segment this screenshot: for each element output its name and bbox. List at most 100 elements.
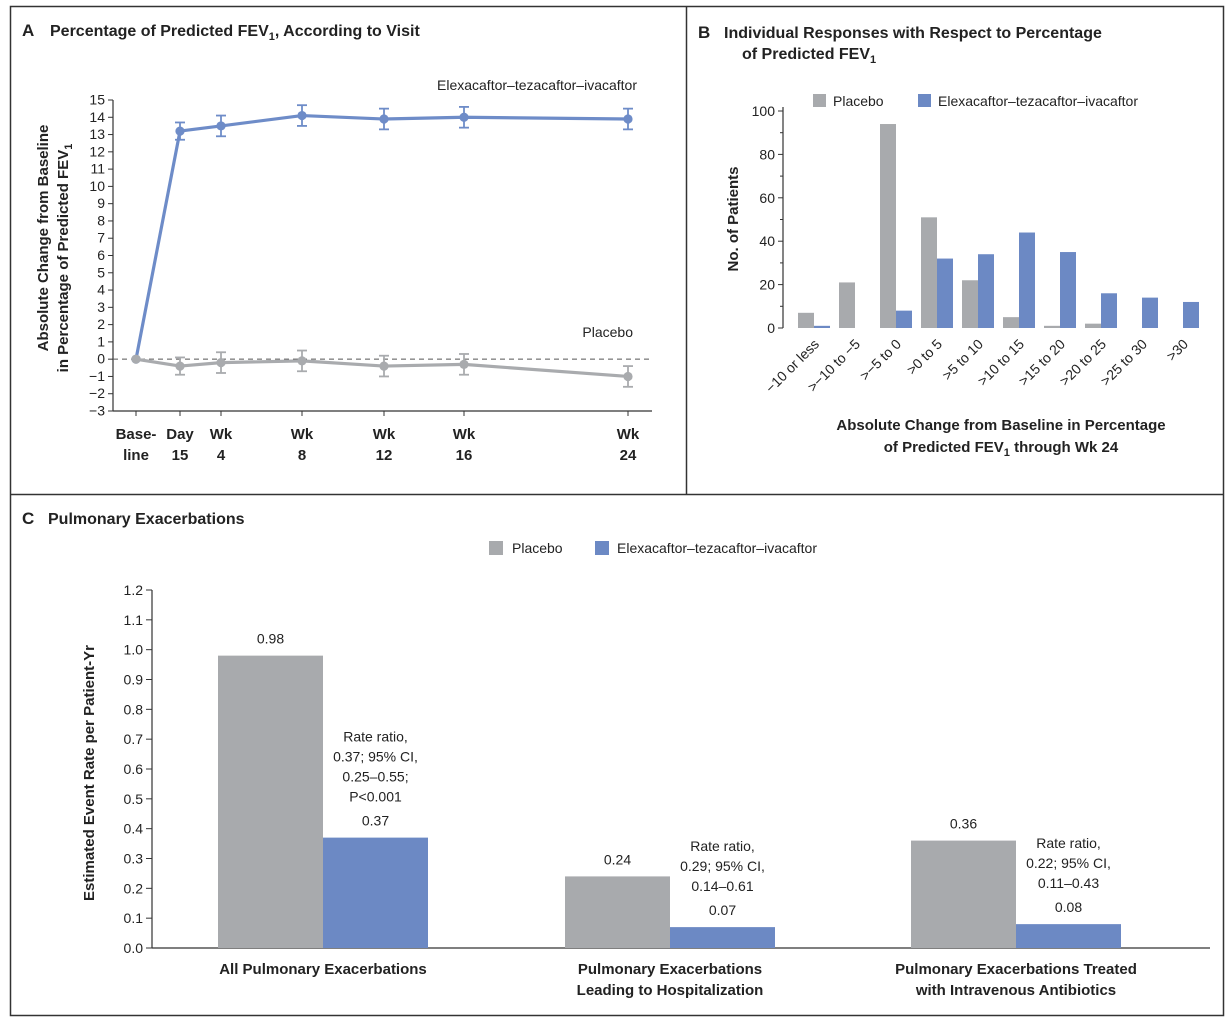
- panel-c-y-tick-label: 0.3: [124, 851, 144, 867]
- panel-b-bar-placebo: [839, 282, 855, 328]
- panel-a-data-point: [379, 361, 389, 371]
- panel-c-y-tick-label: 1.1: [124, 612, 144, 628]
- panel-b-bar-placebo: [962, 280, 978, 328]
- panel-a-data-point: [297, 356, 307, 366]
- panel-b-bar-placebo: [1085, 323, 1101, 328]
- panel-b-y-tick-label: 80: [759, 146, 775, 162]
- panel-c-rate-ratio-annotation: P<0.001: [349, 789, 402, 805]
- panel-c-value-label-treatment: 0.07: [709, 902, 736, 918]
- panel-c-y-tick-label: 0.2: [124, 880, 144, 896]
- panel-c-rate-ratio-annotation: 0.29; 95% CI,: [680, 858, 765, 874]
- panel-c-bar-treatment: [670, 927, 775, 948]
- panel-a-y-tick-label: 12: [89, 143, 105, 159]
- panel-a-series-label-placebo: Placebo: [582, 324, 633, 340]
- panel-c-bar-treatment: [323, 837, 428, 948]
- panel-a-y-tick-label: 15: [89, 92, 105, 108]
- panel-c-value-label-placebo: 0.24: [604, 851, 631, 867]
- panel-a-y-tick-label: 14: [89, 109, 105, 125]
- panel-a-data-point: [297, 110, 307, 121]
- panel-c-category-label: All Pulmonary Exacerbations: [219, 961, 427, 978]
- panel-a-y-tick-label: 6: [97, 247, 105, 263]
- panel-b-legend-label-placebo: Placebo: [833, 93, 884, 109]
- panel-c-rate-ratio-annotation: Rate ratio,: [690, 838, 755, 854]
- panel-c-rate-ratio-annotation: Rate ratio,: [1036, 835, 1101, 851]
- panel-b-bar-placebo: [921, 217, 937, 328]
- panel-c-letter: C: [22, 509, 34, 528]
- panel-c-y-tick-label: 0.9: [124, 672, 144, 688]
- panel-c-y-tick-label: 0.0: [124, 940, 144, 956]
- panel-b-legend-label-treatment: Elexacaftor–tezacaftor–ivacaftor: [938, 93, 1138, 109]
- panel-b-legend-swatch-placebo: [813, 94, 826, 107]
- panel-c-value-label-treatment: 0.08: [1055, 899, 1082, 915]
- panel-a-y-tick-label: 5: [97, 264, 105, 280]
- panel-b-title-line2: of Predicted FEV1: [742, 46, 876, 66]
- panel-c-legend-label-treatment: Elexacaftor–tezacaftor–ivacaftor: [617, 540, 817, 556]
- panel-a-x-tick-label: Wk 12: [373, 426, 396, 464]
- panel-a-series-label-treatment: Elexacaftor–tezacaftor–ivacaftor: [437, 77, 637, 93]
- panel-a-y-tick-label: −2: [89, 385, 105, 401]
- panel-b-bar-treatment: [1060, 252, 1076, 328]
- panel-c-y-tick-label: 0.1: [124, 910, 144, 926]
- panel-b-y-tick-label: 60: [759, 190, 775, 206]
- panel-c-y-tick-label: 1.0: [124, 642, 144, 658]
- panel-b-bar-placebo: [798, 312, 814, 328]
- panel-b-y-tick-label: 20: [759, 277, 775, 293]
- panel-a-y-tick-label: 7: [97, 230, 105, 246]
- panel-a-y-tick-label: 4: [97, 282, 105, 298]
- panel-a-y-tick-label: 3: [97, 299, 105, 315]
- panel-a-data-point: [175, 126, 185, 136]
- panel-b-letter: B: [698, 23, 710, 42]
- panel-b-ylabel: No. of Patients: [725, 166, 742, 271]
- panel-a-y-tick-label: 10: [89, 178, 105, 194]
- panel-a-y-tick-label: 2: [97, 316, 105, 332]
- panel-b-xlabel-line1: Absolute Change from Baseline in Percent…: [836, 417, 1165, 434]
- panel-b-legend-swatch-treatment: [918, 94, 931, 107]
- panel-c-y-tick-label: 0.4: [124, 821, 144, 837]
- panel-b-bar-placebo: [1003, 317, 1019, 328]
- panel-c: C Pulmonary Exacerbations Estimated Even…: [22, 509, 1210, 999]
- panel-c-rate-ratio-annotation: 0.22; 95% CI,: [1026, 855, 1111, 871]
- panel-b-x-tick-label: >30: [1163, 336, 1191, 364]
- panel-c-rate-ratio-annotation: Rate ratio,: [343, 729, 408, 745]
- panel-a-y-tick-label: −3: [89, 403, 105, 419]
- panel-a-x-tick-label: Wk 4: [210, 426, 233, 464]
- panel-c-y-tick-label: 0.8: [124, 701, 144, 717]
- panel-b-bar-treatment: [896, 310, 912, 328]
- panel-a-x-tick-label: Day 15: [166, 426, 194, 464]
- panel-b-y-tick-label: 100: [752, 103, 776, 119]
- panel-a-y-tick-label: 8: [97, 212, 105, 228]
- panel-b-bar-treatment: [1101, 293, 1117, 328]
- panel-a-x-tick-label: Base-line: [116, 426, 157, 464]
- panel-c-bar-placebo: [911, 840, 1016, 948]
- panel-a-data-point: [379, 114, 389, 124]
- panel-a-x-tick-label: Wk 24: [617, 426, 640, 464]
- panel-a-data-point: [131, 354, 141, 364]
- panel-c-value-label-placebo: 0.36: [950, 816, 977, 832]
- panel-a-data-point: [459, 112, 469, 122]
- panel-c-category-label: Pulmonary Exacerbations Treated with Intr…: [895, 961, 1137, 999]
- panel-c-rate-ratio-annotation: 0.14–0.61: [691, 878, 753, 894]
- panel-c-y-tick-label: 0.7: [124, 731, 144, 747]
- panel-c-rate-ratio-annotation: 0.11–0.43: [1038, 875, 1099, 891]
- panel-a-series-line: [134, 113, 629, 360]
- panel-a-data-point: [623, 371, 633, 382]
- panel-b: B Individual Responses with Respect to P…: [698, 23, 1199, 459]
- panel-a-x-tick-label: Wk 8: [291, 426, 314, 464]
- panel-c-y-tick-label: 0.6: [124, 761, 144, 777]
- panel-a-data-point: [216, 121, 226, 131]
- panel-c-value-label-treatment: 0.37: [362, 813, 389, 829]
- panel-a-data-point: [623, 114, 633, 124]
- panel-c-bar-treatment: [1016, 924, 1121, 948]
- panel-c-category-label: Pulmonary Exacerbations Leading to Hospit…: [577, 961, 764, 999]
- panel-b-bar-treatment: [937, 258, 953, 328]
- panel-c-value-label-placebo: 0.98: [257, 631, 284, 647]
- panel-a-x-tick-label: Wk 16: [453, 426, 476, 464]
- panel-c-rate-ratio-annotation: 0.37; 95% CI,: [333, 749, 418, 765]
- panel-a-y-tick-label: 9: [97, 195, 105, 211]
- panel-a-title: Percentage of Predicted FEV1, According …: [50, 23, 420, 43]
- panel-c-y-tick-label: 0.5: [124, 791, 144, 807]
- panel-b-title-line1: Individual Responses with Respect to Per…: [724, 25, 1102, 42]
- panel-c-legend-label-placebo: Placebo: [512, 540, 563, 556]
- panel-a-data-point: [216, 358, 226, 368]
